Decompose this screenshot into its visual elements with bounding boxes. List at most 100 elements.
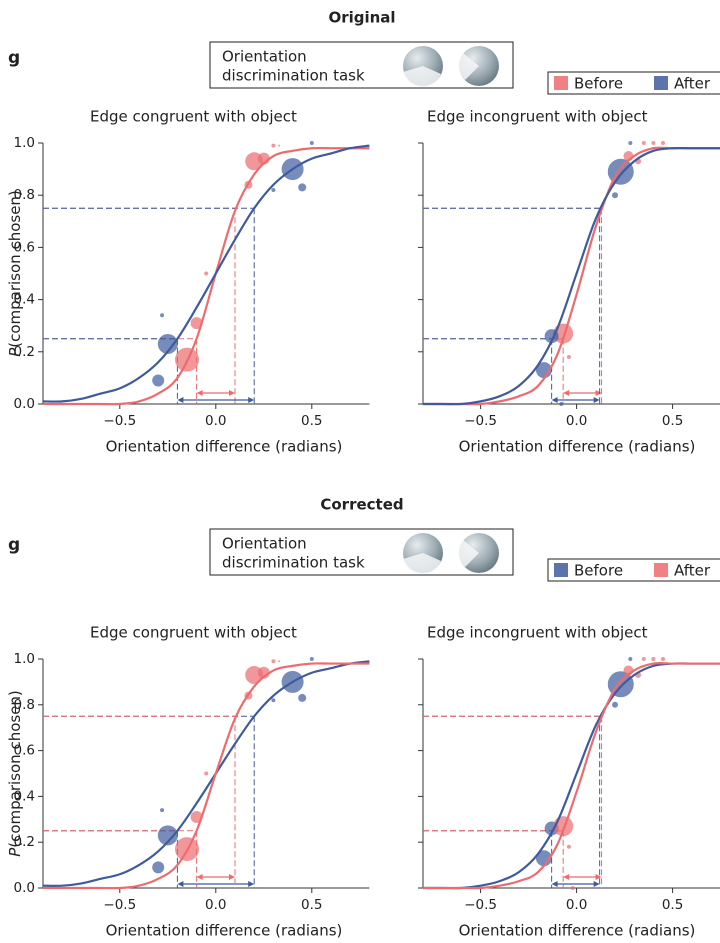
task-label: Orientation: [222, 535, 307, 553]
fit-curve: [42, 146, 370, 406]
x-tick-label: 0.5: [301, 897, 322, 913]
data-point: [612, 701, 618, 708]
panel-title: Edge incongruent with object: [427, 624, 648, 642]
arrow-head: [595, 874, 602, 880]
stimulus-edge: [403, 553, 441, 574]
panel-title: Edge incongruent with object: [427, 108, 648, 126]
data-point: [271, 659, 276, 664]
fit-curve: [43, 662, 370, 890]
data-point: [298, 693, 307, 702]
stimulus-edge: [458, 53, 479, 80]
arrow-head: [177, 881, 184, 887]
arrow-head: [248, 881, 255, 887]
legend-swatch: [554, 563, 568, 577]
data-point: [204, 271, 209, 276]
data-point: [566, 355, 571, 360]
panel-title: Edge congruent with object: [90, 108, 297, 126]
data-point: [570, 886, 575, 890]
legend-swatch: [654, 76, 668, 90]
arrow-head: [563, 874, 570, 880]
data-point: [298, 183, 307, 192]
y-tick-label: 0.8: [14, 187, 35, 203]
panel-title: Edge congruent with object: [90, 624, 297, 642]
y-tick-label: 0.6: [14, 743, 35, 759]
legend-swatch: [654, 563, 668, 577]
data-point: [157, 333, 178, 354]
legend-label: Before: [574, 562, 623, 580]
fit-curve: [422, 146, 720, 406]
task-label: discrimination task: [222, 67, 365, 85]
x-tick-label: 0.0: [566, 413, 587, 429]
data-point: [566, 844, 571, 849]
data-point: [157, 825, 178, 846]
y-tick-label: 1.0: [14, 651, 35, 667]
x-tick-label: 0.5: [662, 897, 683, 913]
x-tick-label: −0.5: [103, 413, 136, 429]
arrow-head: [196, 390, 203, 396]
x-axis-label: Orientation difference (radians): [106, 922, 343, 940]
arrow-head: [551, 397, 558, 403]
data-point: [661, 657, 665, 661]
stimulus-edge: [458, 540, 479, 567]
y-tick-label: 0.8: [14, 697, 35, 713]
y-axis-label: P(comparison chosen): [6, 190, 24, 357]
arrow-head: [551, 881, 558, 887]
y-tick-label: 0.4: [14, 292, 35, 308]
data-point: [204, 771, 209, 776]
x-tick-label: −0.5: [464, 897, 497, 913]
arrow-head: [229, 874, 235, 880]
x-axis-label: Orientation difference (radians): [459, 438, 696, 456]
section-title: Corrected: [320, 496, 403, 514]
panel-label: g: [8, 535, 20, 555]
x-axis-label: Orientation difference (radians): [459, 922, 696, 940]
fit-curve: [423, 661, 720, 890]
y-tick-label: 0.4: [14, 788, 35, 804]
y-tick-label: 0.2: [14, 834, 35, 850]
x-axis-label: Orientation difference (radians): [106, 438, 343, 456]
data-point: [271, 143, 276, 148]
arrow-head: [595, 390, 602, 396]
task-label: discrimination task: [222, 554, 365, 572]
legend-box: [547, 71, 720, 95]
data-point: [278, 660, 281, 663]
x-tick-label: 0.5: [301, 413, 322, 429]
data-point: [152, 861, 165, 874]
section-title: Original: [328, 9, 395, 27]
data-point: [309, 657, 314, 661]
legend-box: [547, 558, 720, 582]
data-point: [628, 657, 633, 661]
arrow-head: [177, 397, 184, 403]
y-tick-label: 0.2: [14, 344, 35, 360]
stimulus-edge: [403, 66, 441, 87]
panel-label: g: [8, 48, 20, 68]
y-tick-label: 0.6: [14, 239, 35, 255]
x-tick-label: 0.0: [566, 897, 587, 913]
data-point: [271, 698, 276, 703]
arrow-head: [196, 874, 203, 880]
y-axis-label: P(comparison chosen): [6, 690, 24, 857]
data-point: [190, 317, 203, 330]
fit-curve: [422, 146, 720, 406]
data-point: [651, 657, 656, 661]
x-tick-label: −0.5: [464, 413, 497, 429]
data-point: [271, 187, 276, 192]
fit-curve: [423, 662, 720, 890]
data-point: [160, 808, 165, 813]
x-tick-label: −0.5: [103, 897, 136, 913]
data-point: [628, 141, 633, 145]
data-point: [309, 141, 314, 145]
y-tick-label: 0.0: [14, 880, 35, 896]
arrow-head: [563, 390, 570, 396]
arrow-head: [229, 390, 235, 396]
fit-curve: [42, 660, 370, 887]
task-label: Orientation: [222, 48, 307, 66]
data-point: [612, 192, 618, 199]
arrow-head: [593, 881, 600, 887]
legend-label: After: [674, 562, 711, 580]
arrow-head: [248, 397, 255, 403]
x-tick-label: 0.0: [205, 413, 226, 429]
data-point: [278, 144, 281, 147]
data-point: [641, 657, 646, 661]
fit-curve: [42, 144, 370, 403]
